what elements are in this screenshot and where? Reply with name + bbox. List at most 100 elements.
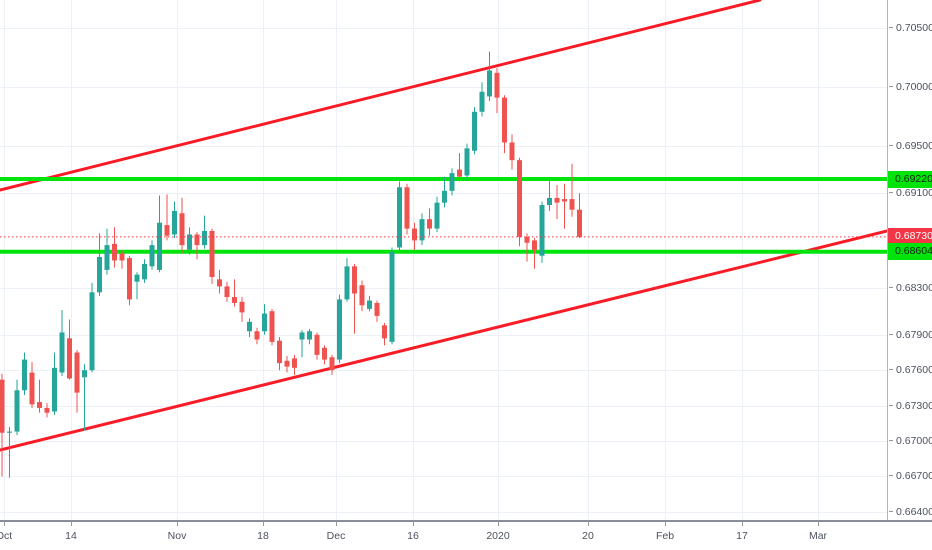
x-axis-tick [177, 522, 178, 526]
candle-body [179, 213, 185, 246]
y-axis-label: 0.67900 [888, 329, 932, 341]
candle-body [119, 253, 125, 261]
y-axis-label: 0.66400 [888, 506, 932, 518]
y-axis-label: 0.67000 [888, 435, 932, 447]
candle-body [412, 228, 417, 241]
candles-layer[interactable] [0, 51, 582, 478]
candle-body [524, 236, 530, 243]
candle-body [112, 243, 117, 261]
candle-body [299, 332, 305, 340]
candle-body [37, 402, 42, 408]
y-axis-label: 0.69100 [888, 187, 932, 199]
candle-body [209, 230, 215, 277]
candle-body [509, 142, 515, 161]
candle-body [562, 199, 567, 202]
candle-body [314, 334, 320, 355]
candle-body [224, 286, 230, 298]
candle-body [82, 370, 87, 378]
x-axis-tick [818, 522, 819, 526]
candle-body [142, 264, 147, 280]
candle-body [164, 225, 170, 236]
candle-body [464, 148, 470, 176]
y-axis-tick [889, 192, 893, 194]
candle-body [352, 266, 357, 294]
candle-body [157, 222, 162, 270]
candle-body [344, 266, 350, 300]
candle-body [487, 70, 492, 97]
candle-body [277, 340, 282, 364]
price-axis[interactable]: 0.69220 0.68730 0.68604 0.70500 0.70000 0.… [887, 0, 932, 550]
y-axis-tick [889, 369, 893, 371]
candle-body [359, 285, 365, 306]
candle-body [457, 169, 462, 177]
x-axis-tick [413, 522, 414, 526]
candle-body [217, 279, 222, 287]
candle-body [239, 301, 245, 313]
y-axis-label: 0.67300 [888, 400, 932, 412]
y-axis-label: 0.67600 [888, 364, 932, 376]
y-axis-tick [889, 440, 893, 441]
x-axis-label: 2020 [486, 530, 510, 542]
candle-body [389, 252, 395, 342]
trendline-channel-upper[interactable] [0, 0, 762, 192]
x-axis-label: Nov [167, 530, 187, 542]
candle-body [127, 258, 132, 300]
candle-body [434, 202, 440, 229]
candle-body [479, 91, 485, 112]
candle-body [67, 338, 72, 379]
x-axis-label: 18 [257, 530, 269, 542]
candle-body [547, 197, 552, 205]
x-axis-label: Mar [808, 530, 828, 542]
y-axis-label: 0.70000 [888, 81, 932, 93]
y-axis-label: 0.69500 [888, 140, 932, 152]
candlestick-plot[interactable] [0, 0, 887, 520]
x-axis-label: 17 [736, 530, 748, 542]
candle-body [322, 347, 327, 360]
y-axis-tick [889, 333, 893, 335]
time-axis[interactable]: Oct14Nov18Dec16202020Feb17Mar [0, 520, 932, 550]
x-axis-label: Feb [655, 530, 675, 542]
x-axis-tick [665, 522, 666, 526]
candle-body [262, 313, 267, 332]
candle-body [104, 245, 110, 270]
x-axis-tick [742, 522, 743, 526]
candle-body [337, 299, 342, 360]
candle-body [74, 352, 80, 393]
candle-body [149, 245, 155, 267]
y-axis-label: 0.70500 [888, 22, 932, 34]
candle-body [397, 187, 402, 248]
candle-body [172, 210, 177, 235]
y-axis-tick [889, 510, 893, 512]
candle-body [577, 209, 582, 237]
candle-body [194, 234, 200, 246]
x-axis-tick [498, 522, 499, 526]
candle-body [532, 240, 537, 250]
x-axis-label: Oct [0, 530, 13, 542]
candle-body [59, 332, 65, 373]
candle-body [29, 372, 35, 405]
x-axis-tick [588, 522, 589, 526]
x-axis-label: 16 [407, 530, 419, 542]
y-axis-label: 0.68300 [888, 282, 932, 294]
trendline-channel-lower[interactable] [0, 229, 887, 452]
candle-body [269, 311, 275, 342]
candle-body [449, 173, 455, 191]
candle-body [0, 379, 5, 433]
candle-body [517, 160, 522, 237]
price-badge-current-price: 0.68730 [888, 228, 932, 246]
x-axis-label: 20 [582, 530, 594, 542]
candle-body [284, 360, 290, 367]
x-axis-tick [4, 522, 5, 526]
y-axis-tick [889, 145, 893, 146]
candle-body [329, 357, 335, 371]
x-axis-label: Dec [326, 530, 346, 542]
candle-body [374, 302, 380, 316]
candle-body [442, 190, 447, 203]
candle-body [89, 292, 95, 371]
candle-body [134, 274, 140, 282]
candle-body [187, 234, 192, 250]
candle-body [97, 256, 102, 293]
candle-body [44, 407, 50, 413]
candle-body [427, 219, 432, 229]
